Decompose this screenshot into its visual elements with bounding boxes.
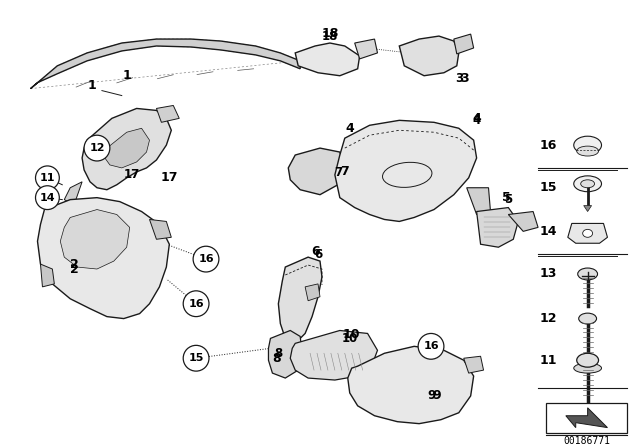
Text: 8: 8 bbox=[275, 347, 282, 360]
Text: 18: 18 bbox=[322, 30, 338, 43]
Circle shape bbox=[418, 333, 444, 359]
Text: 10: 10 bbox=[342, 332, 358, 345]
Text: 3: 3 bbox=[460, 72, 469, 85]
Circle shape bbox=[35, 186, 60, 210]
Ellipse shape bbox=[580, 180, 595, 188]
Text: 1: 1 bbox=[122, 69, 131, 82]
Ellipse shape bbox=[578, 268, 598, 280]
Text: 10: 10 bbox=[343, 328, 360, 341]
Polygon shape bbox=[150, 220, 172, 239]
Text: 2: 2 bbox=[70, 258, 79, 271]
Text: 16: 16 bbox=[188, 299, 204, 309]
Polygon shape bbox=[348, 346, 474, 424]
Text: 17: 17 bbox=[161, 171, 178, 184]
Text: 5: 5 bbox=[502, 191, 511, 204]
Text: 7: 7 bbox=[334, 166, 342, 179]
Text: 14: 14 bbox=[40, 193, 55, 202]
Polygon shape bbox=[335, 121, 477, 221]
Text: 7: 7 bbox=[340, 165, 349, 178]
Polygon shape bbox=[568, 224, 607, 243]
Text: 16: 16 bbox=[198, 254, 214, 264]
Polygon shape bbox=[305, 284, 320, 301]
Polygon shape bbox=[399, 36, 459, 76]
Polygon shape bbox=[40, 264, 54, 287]
Ellipse shape bbox=[577, 353, 598, 367]
Polygon shape bbox=[508, 211, 538, 231]
Polygon shape bbox=[295, 43, 360, 76]
Text: 16: 16 bbox=[540, 138, 557, 151]
Polygon shape bbox=[566, 408, 607, 428]
Text: 3: 3 bbox=[454, 72, 463, 85]
Polygon shape bbox=[156, 105, 179, 122]
Ellipse shape bbox=[573, 176, 602, 192]
Text: 9: 9 bbox=[433, 389, 441, 402]
Polygon shape bbox=[464, 356, 484, 373]
Polygon shape bbox=[268, 331, 302, 378]
Circle shape bbox=[193, 246, 219, 272]
Ellipse shape bbox=[573, 136, 602, 154]
Text: 4: 4 bbox=[472, 114, 481, 127]
Text: 4: 4 bbox=[346, 122, 354, 135]
Text: 11: 11 bbox=[540, 354, 557, 367]
Text: 1: 1 bbox=[88, 79, 97, 92]
Circle shape bbox=[183, 345, 209, 371]
Polygon shape bbox=[467, 188, 490, 215]
Ellipse shape bbox=[582, 229, 593, 237]
Polygon shape bbox=[64, 182, 82, 205]
Polygon shape bbox=[82, 108, 172, 190]
Text: 11: 11 bbox=[40, 173, 55, 183]
Polygon shape bbox=[355, 39, 378, 59]
Text: 17: 17 bbox=[124, 168, 140, 181]
Polygon shape bbox=[584, 206, 591, 211]
Polygon shape bbox=[31, 39, 300, 89]
Polygon shape bbox=[454, 34, 474, 54]
Text: 8: 8 bbox=[272, 352, 281, 365]
Text: 13: 13 bbox=[540, 267, 557, 280]
Polygon shape bbox=[38, 198, 170, 319]
Text: 9: 9 bbox=[427, 389, 435, 402]
Text: 14: 14 bbox=[540, 225, 557, 238]
Text: 00186771: 00186771 bbox=[563, 435, 610, 445]
Text: 15: 15 bbox=[188, 353, 204, 363]
Text: 6: 6 bbox=[312, 245, 321, 258]
Text: 4: 4 bbox=[472, 112, 481, 125]
Polygon shape bbox=[288, 148, 345, 195]
Text: 5: 5 bbox=[504, 193, 513, 206]
Text: 15: 15 bbox=[540, 181, 557, 194]
Polygon shape bbox=[477, 207, 518, 247]
Ellipse shape bbox=[573, 363, 602, 373]
Ellipse shape bbox=[579, 313, 596, 324]
Text: 12: 12 bbox=[540, 312, 557, 325]
Ellipse shape bbox=[577, 146, 598, 156]
Circle shape bbox=[35, 166, 60, 190]
Text: 12: 12 bbox=[89, 143, 105, 153]
Polygon shape bbox=[105, 128, 150, 168]
Text: 18: 18 bbox=[321, 26, 339, 39]
Circle shape bbox=[183, 291, 209, 317]
Polygon shape bbox=[60, 210, 130, 269]
Text: 2: 2 bbox=[70, 263, 79, 276]
Text: 16: 16 bbox=[423, 341, 439, 351]
Circle shape bbox=[84, 135, 110, 161]
Polygon shape bbox=[546, 403, 627, 433]
Polygon shape bbox=[278, 257, 322, 343]
Polygon shape bbox=[291, 331, 378, 380]
Text: 6: 6 bbox=[314, 248, 322, 261]
